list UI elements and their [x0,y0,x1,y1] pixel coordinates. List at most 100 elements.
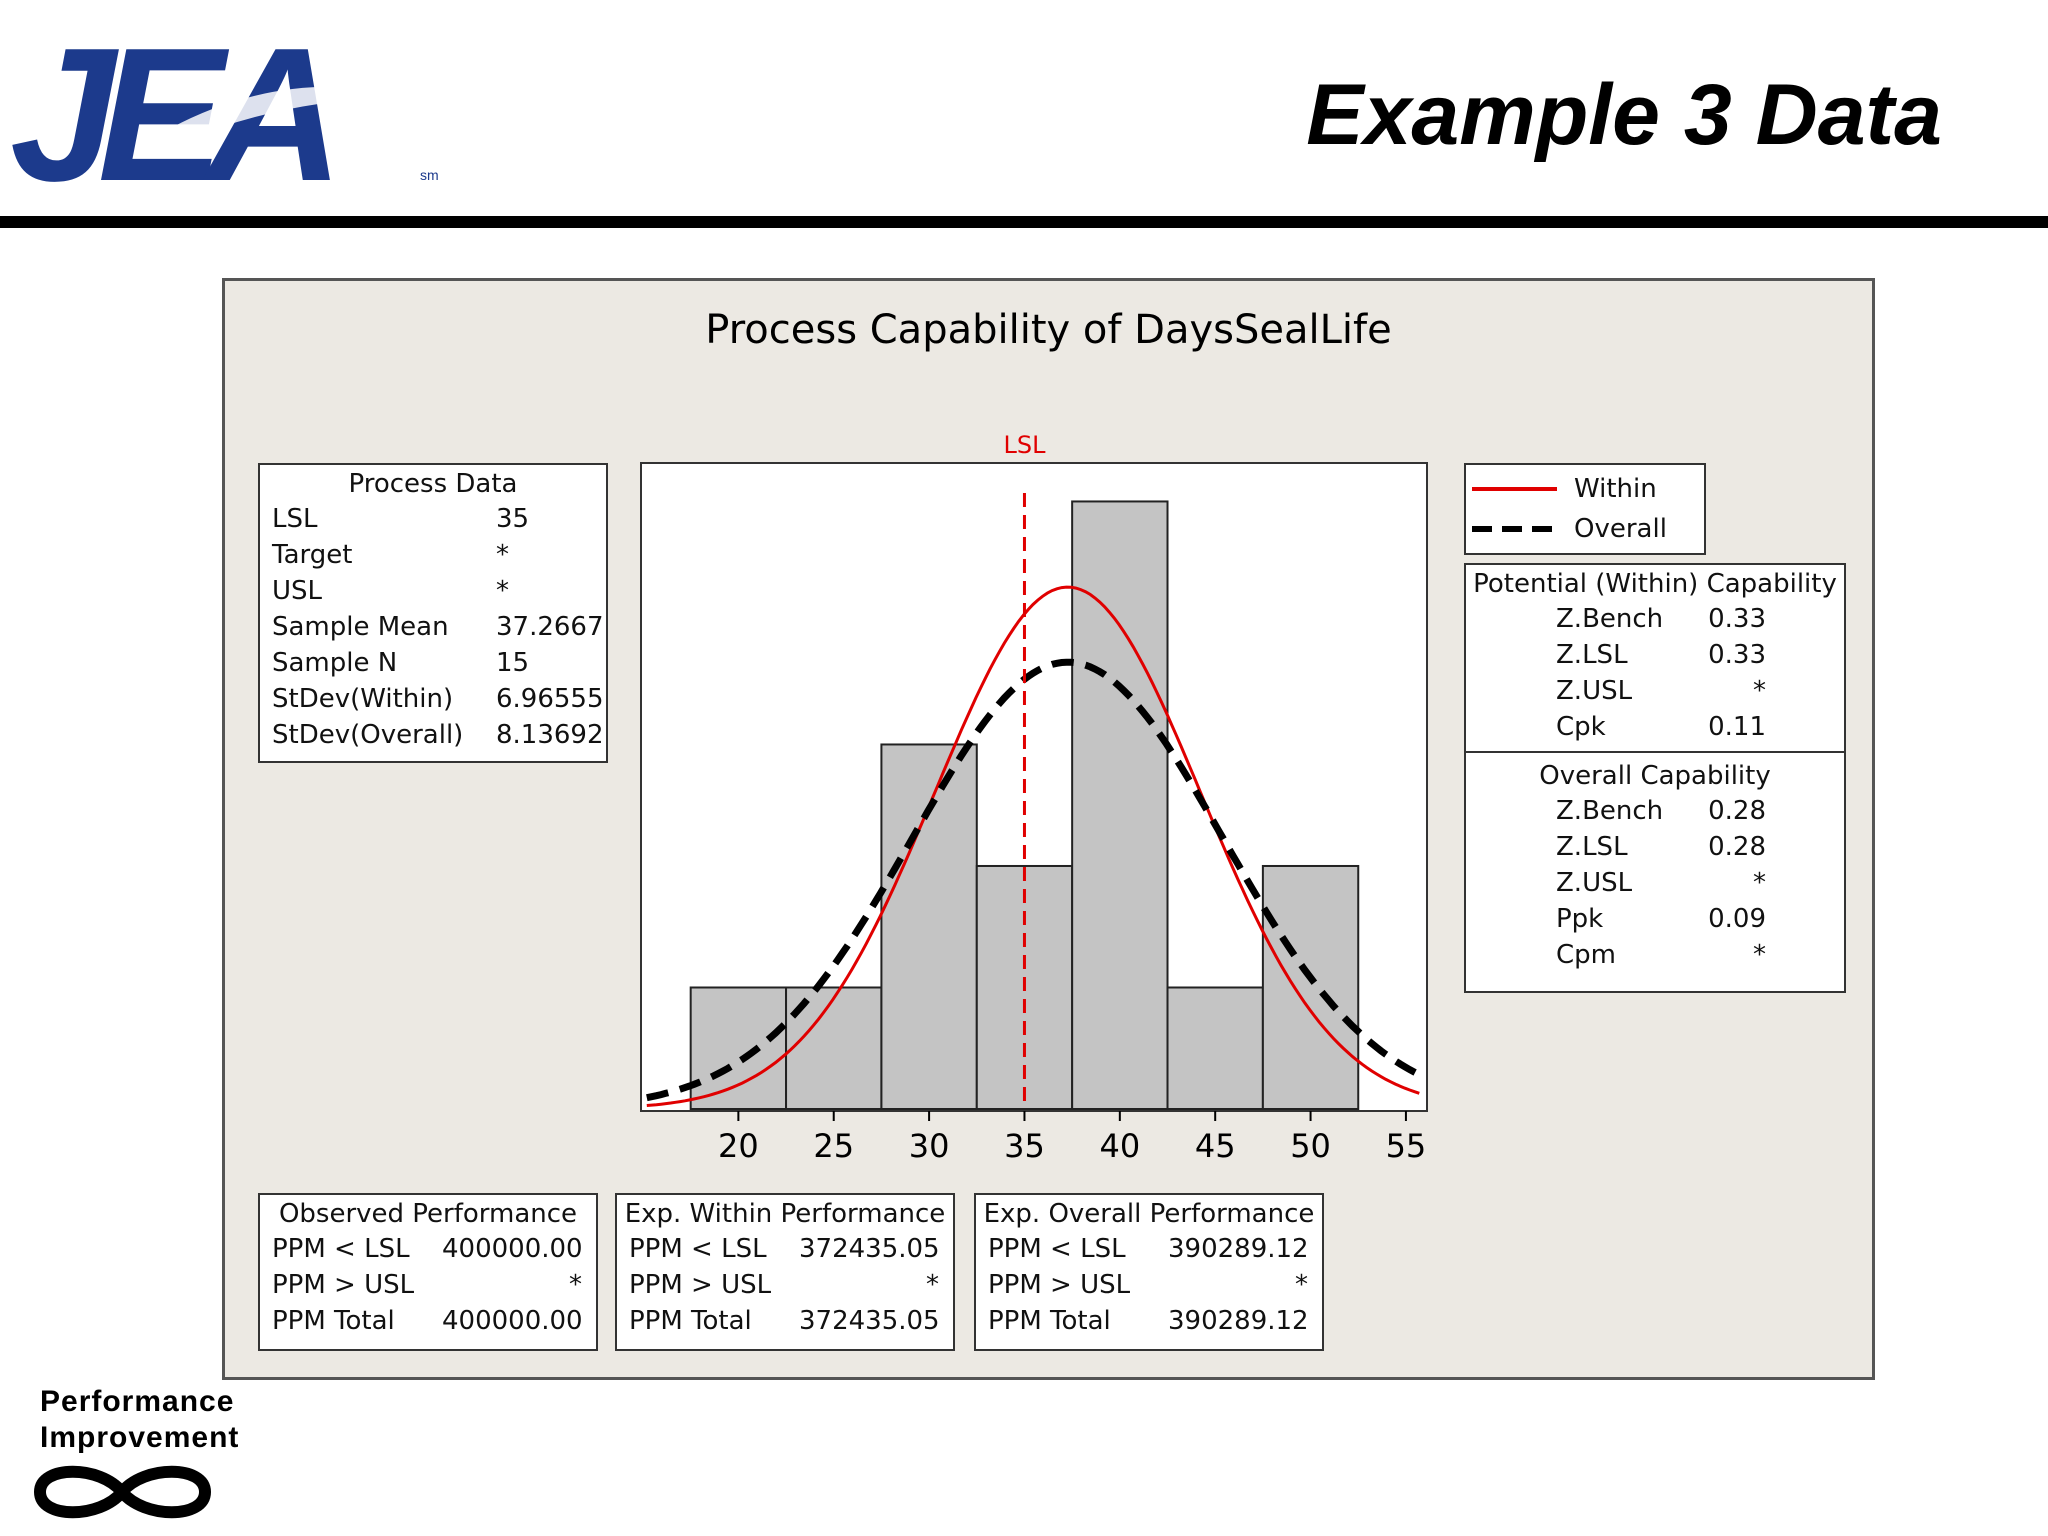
exp-within-performance-value: * [926,1270,939,1300]
process-data-row: Target * [260,537,606,573]
potential-capability-value: * [1753,676,1766,706]
process-data-row: USL * [260,573,606,609]
histogram-bar [1071,500,1169,1111]
histogram-bar [689,986,788,1110]
overall-capability-value: 0.09 [1708,904,1766,934]
legend-item-overall: Overall [1466,509,1704,549]
overall-capability-row: Z.USL * [1466,865,1844,901]
observed-performance-label: PPM Total [272,1306,395,1336]
process-data-row: StDev(Within) 6.96555 [260,681,606,717]
process-data-label: LSL [272,504,318,534]
process-data-row: Sample Mean 37.2667 [260,609,606,645]
exp-overall-performance-row: PPM Total 390289.12 [976,1303,1322,1339]
process-data-title: Process Data [348,469,518,499]
exp-overall-performance-title: Exp. Overall Performance [983,1199,1315,1229]
process-data-value: 15 [496,648,530,678]
overall-capability-row: Z.Bench 0.28 [1466,793,1844,829]
x-tick-label: 55 [1386,1127,1427,1165]
overall-capability-value: 0.28 [1708,796,1766,826]
x-tick-label: 50 [1290,1127,1331,1165]
process-data-value: 37.2667 [496,612,604,642]
within-line-swatch [1472,487,1557,491]
jea-logo: JEA sm [10,20,439,195]
overall-capability-value: * [1753,940,1766,970]
process-data-label: USL [272,576,323,606]
exp-within-performance-label: PPM > USL [629,1270,772,1300]
exp-overall-performance-box: Exp. Overall Performance PPM < LSL 390289… [974,1193,1324,1351]
exp-within-performance-box: Exp. Within Performance PPM < LSL 372435.… [615,1193,955,1351]
exp-overall-performance-label: PPM < LSL [988,1234,1126,1264]
overall-line-swatch [1472,526,1557,532]
histogram-bar [1261,864,1360,1111]
process-data-label: StDev(Within) [272,684,454,714]
exp-within-performance-row: PPM Total 372435.05 [617,1303,953,1339]
process-data-label: Sample N [272,648,398,678]
exp-overall-performance-row: PPM < LSL 390289.12 [976,1231,1322,1267]
x-tick-label: 20 [718,1127,759,1165]
legend-label-within: Within [1574,474,1657,504]
process-data-value: 35 [496,504,530,534]
process-data-value: * [496,576,509,606]
legend: Within Overall [1464,463,1706,555]
exp-overall-performance-value: 390289.12 [1168,1234,1309,1264]
process-data-label: Sample Mean [272,612,449,642]
process-data-value: 8.13692 [496,720,604,750]
exp-overall-performance-label: PPM Total [988,1306,1111,1336]
process-data-row: StDev(Overall) 8.13692 [260,717,606,753]
exp-overall-performance-row: PPM > USL * [976,1267,1322,1303]
process-data-row: LSL 35 [260,501,606,537]
potential-capability-value: 0.11 [1708,712,1766,742]
overall-capability-row: Ppk 0.09 [1466,901,1844,937]
capability-box: Potential (Within) Capability Z.Bench 0.3… [1464,563,1846,993]
histogram-plot: LSL 20 25 30 35 40 45 50 55 [640,431,1428,1165]
observed-performance-value: 400000.00 [442,1234,583,1264]
performance-improvement-logo: Performance Improvement [30,1385,238,1525]
overall-capability-title: Overall Capability [1539,761,1771,791]
process-data-label: Target [272,540,353,570]
overall-capability-label: Ppk [1556,904,1604,934]
process-data-value: * [496,540,509,570]
exp-within-performance-title: Exp. Within Performance [624,1199,946,1229]
histogram-bar [880,743,978,1110]
x-tick-label: 25 [813,1127,854,1165]
exp-within-performance-label: PPM Total [629,1306,752,1336]
within-curve [646,585,1420,1107]
overall-capability-value: * [1753,868,1766,898]
legend-label-overall: Overall [1574,514,1667,544]
observed-performance-title: Observed Performance [278,1199,578,1229]
exp-within-performance-row: PPM < LSL 372435.05 [617,1231,953,1267]
capability-panel: Process Capability of DaysSealLife LSL 2… [222,278,1875,1380]
potential-capability-row: Z.Bench 0.33 [1466,601,1844,637]
exp-overall-performance-label: PPM > USL [988,1270,1131,1300]
observed-performance-box: Observed Performance PPM < LSL 400000.00 P… [258,1193,598,1351]
exp-within-performance-row: PPM > USL * [617,1267,953,1303]
exp-overall-performance-value: * [1295,1270,1308,1300]
potential-capability-label: Z.USL [1556,676,1633,706]
capability-divider [1466,751,1844,753]
process-data-box: Process Data LSL 35 Target * USL * Sample Mean… [258,463,608,763]
x-tick-label: 45 [1195,1127,1236,1165]
overall-capability-label: Z.Bench [1556,796,1664,826]
potential-capability-row: Z.LSL 0.33 [1466,637,1844,673]
process-data-value: 6.96555 [496,684,604,714]
overall-capability-label: Cpm [1556,940,1616,970]
exp-within-performance-value: 372435.05 [799,1234,940,1264]
potential-capability-value: 0.33 [1708,604,1766,634]
potential-capability-title: Potential (Within) Capability [1473,569,1837,599]
overall-capability-value: 0.28 [1708,832,1766,862]
chart-title: Process Capability of DaysSealLife [705,307,1392,353]
x-tick-label: 35 [1004,1127,1045,1165]
footer-line2: Improvement [40,1421,240,1454]
exp-within-performance-value: 372435.05 [799,1306,940,1336]
infinity-icon [33,1465,212,1519]
process-data-row: Sample N 15 [260,645,606,681]
potential-capability-label: Z.LSL [1556,640,1628,670]
header-divider [0,216,2048,228]
exp-within-performance-label: PPM < LSL [629,1234,767,1264]
x-tick-label: 30 [909,1127,950,1165]
potential-capability-row: Z.USL * [1466,673,1844,709]
observed-performance-value: * [569,1270,582,1300]
potential-capability-row: Cpk 0.11 [1466,709,1844,745]
overall-capability-row: Z.LSL 0.28 [1466,829,1844,865]
observed-performance-label: PPM < LSL [272,1234,410,1264]
